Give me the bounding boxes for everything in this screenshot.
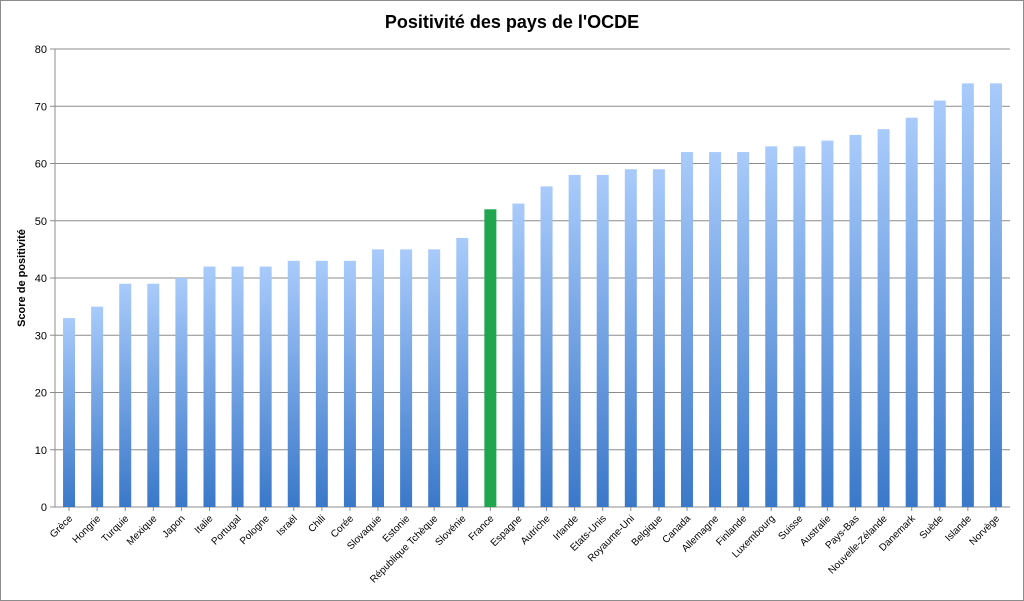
bar (91, 306, 104, 507)
bar (259, 266, 272, 507)
bar (428, 249, 441, 507)
y-tick-label: 40 (35, 273, 47, 285)
x-tick-label: Autriche (519, 513, 553, 547)
y-tick-label: 60 (35, 159, 47, 171)
y-tick-label: 20 (35, 388, 47, 400)
x-tick-label: Pologne (238, 513, 272, 547)
bar (400, 249, 413, 507)
x-tick-label: Japon (160, 513, 187, 540)
bar (175, 278, 188, 507)
x-tick-label: Belgique (630, 513, 666, 549)
bar (540, 186, 553, 507)
bar (287, 260, 300, 507)
bar (512, 203, 525, 507)
bar (737, 152, 750, 508)
bar (905, 117, 918, 507)
x-tick-label: Slovénie (433, 513, 468, 548)
x-tick-label: Espagne (489, 513, 525, 549)
x-tick-label: Mexique (125, 513, 160, 548)
bar (709, 152, 722, 508)
x-tick-label: Chili (306, 513, 328, 535)
bar (989, 83, 1002, 507)
bar (765, 146, 778, 507)
bar (456, 237, 469, 508)
bar (372, 249, 385, 507)
bar (203, 266, 216, 507)
x-tick-label: Hongrie (71, 513, 104, 546)
y-tick-label: 70 (35, 101, 47, 113)
x-tick-label: Portugal (210, 513, 244, 547)
bar (821, 140, 834, 507)
y-axis-label: Score de positivité (16, 229, 28, 327)
y-tick-labels: 0 10 20 30 40 50 60 70 80 (35, 44, 47, 514)
y-tick-label: 10 (35, 445, 47, 457)
bar (596, 174, 609, 507)
y-tick-label: 30 (35, 330, 47, 342)
y-tick-label: 0 (41, 502, 47, 514)
bar (63, 318, 76, 507)
x-tick-label: Israël (275, 513, 300, 538)
x-tick-label: Norvège (968, 513, 1003, 548)
x-tick-label: Suède (918, 513, 947, 542)
bar (231, 266, 244, 507)
bar (315, 260, 328, 507)
bar (624, 169, 637, 507)
bar (933, 100, 946, 508)
bar (961, 83, 974, 507)
bar (849, 134, 862, 507)
gridlines (50, 48, 1010, 508)
bar (119, 283, 132, 507)
bar (343, 260, 356, 507)
chart-title: Positivité des pays de l'OCDE (384, 12, 640, 32)
x-tick-label: Italie (193, 513, 216, 536)
bars (63, 83, 1002, 508)
bar (652, 169, 665, 507)
bar (484, 209, 497, 508)
bar (680, 152, 693, 508)
y-tick-label: 80 (35, 44, 47, 56)
y-tick-label: 50 (35, 216, 47, 228)
bar (877, 129, 890, 507)
bar (793, 146, 806, 507)
bar (568, 174, 581, 507)
bar (147, 283, 160, 507)
